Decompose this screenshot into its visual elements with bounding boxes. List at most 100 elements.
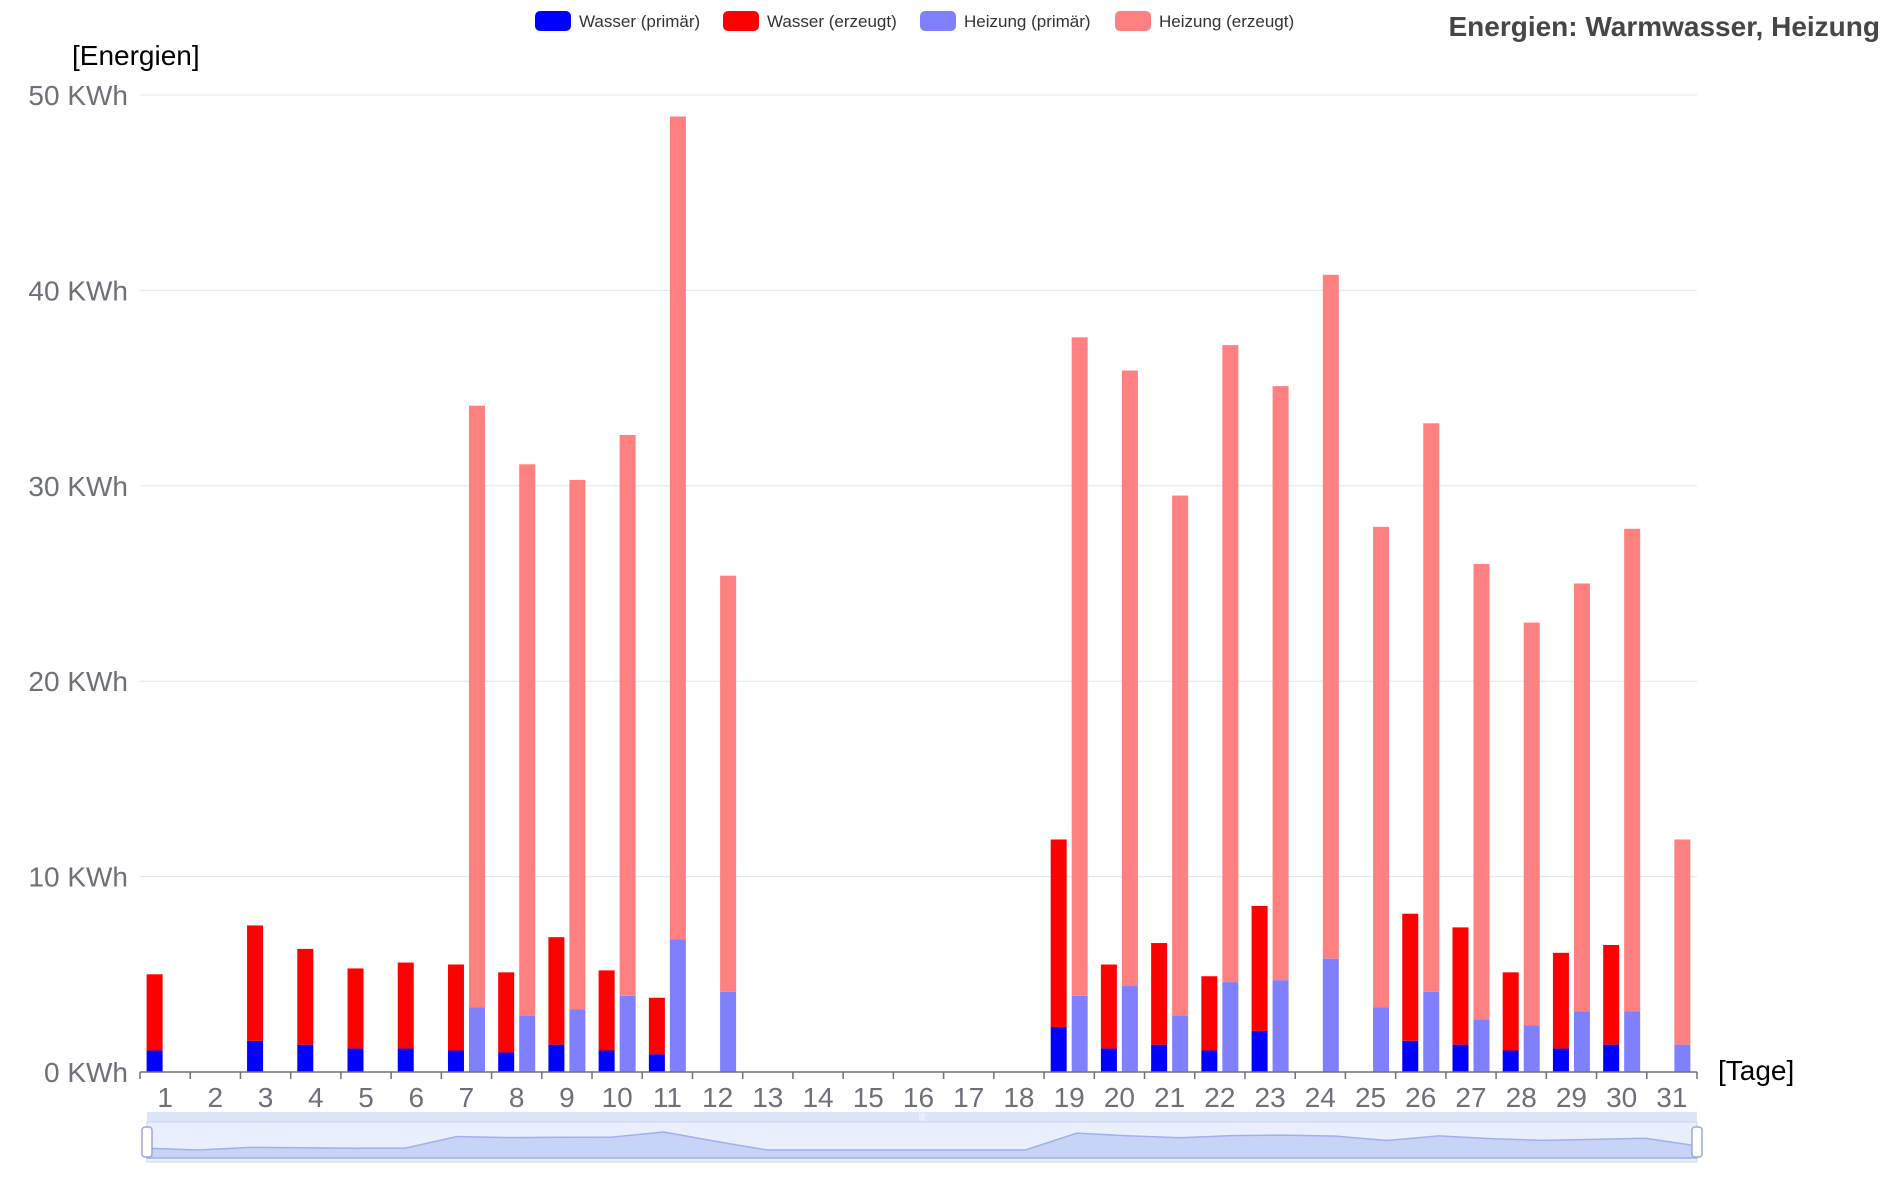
bar-segment[interactable] [1100,1048,1117,1072]
bar-segment[interactable] [1674,839,1691,1045]
bar-segment[interactable] [297,948,314,1045]
bar-segment[interactable] [1452,1044,1469,1072]
legend-item[interactable]: Heizung (erzeugt) [1159,12,1294,31]
bar-segment[interactable] [1423,423,1440,992]
bar-segment[interactable] [569,479,586,1010]
bar-segment[interactable] [1552,1048,1569,1072]
zoom-slider-right-handle[interactable] [1691,1126,1703,1158]
x-tick-label: 25 [1355,1082,1386,1113]
bar-segment[interactable] [447,1050,464,1072]
bar-segment[interactable] [1121,370,1138,987]
x-tick-label: 20 [1104,1082,1135,1113]
bar-segment[interactable] [1100,964,1117,1049]
bar-segment[interactable] [1573,1011,1590,1072]
legend-item[interactable]: Wasser (erzeugt) [767,12,897,31]
bar-segment[interactable] [669,939,686,1072]
bar-segment[interactable] [146,1050,163,1072]
bar-segment[interactable] [1452,927,1469,1045]
bar-segment[interactable] [1552,952,1569,1049]
legend-swatch[interactable] [723,11,759,31]
bar-segment[interactable] [669,116,686,940]
bar-segment[interactable] [1272,386,1289,981]
bar-segment[interactable] [598,970,615,1051]
legend-item[interactable]: Heizung (primär) [964,12,1091,31]
bar-segment[interactable] [598,1050,615,1072]
bar-segment[interactable] [619,995,636,1072]
bar-segment[interactable] [1674,1044,1691,1072]
bar-segment[interactable] [1402,913,1419,1041]
bar-segment[interactable] [397,1048,414,1072]
bar-segment[interactable] [347,968,364,1049]
bar-segment[interactable] [648,1054,665,1072]
bar-segment[interactable] [1050,839,1067,1028]
x-tick-label: 18 [1003,1082,1034,1113]
bar-segment[interactable] [569,1009,586,1072]
bar-segment[interactable] [498,1052,515,1072]
zoom-slider[interactable]: ||| [141,1112,1703,1163]
bar-segment[interactable] [1121,986,1138,1072]
legend-swatch[interactable] [535,11,571,31]
zoom-slider-preview [146,1131,1698,1159]
bar-segment[interactable] [247,1040,264,1072]
zoom-slider-left-handle[interactable] [141,1126,153,1158]
bar-segment[interactable] [1172,495,1189,1016]
bar-segment[interactable] [1402,1040,1419,1072]
bar-segment[interactable] [1624,1011,1641,1072]
bar-segment[interactable] [1201,1050,1218,1072]
bar-segment[interactable] [1322,958,1339,1072]
bar-segment[interactable] [619,434,636,996]
bar-segment[interactable] [1373,526,1390,1008]
legend: Wasser (primär) Wasser (erzeugt) Heizung (… [535,11,1294,31]
bar-segment[interactable] [548,1044,565,1072]
x-tick-label: 8 [509,1082,525,1113]
bar-segment[interactable] [1473,563,1490,1020]
bar-segment[interactable] [468,405,485,1008]
bar-segment[interactable] [1222,982,1239,1072]
bar-segment[interactable] [468,1007,485,1072]
bar-segment[interactable] [1523,1025,1540,1072]
bar-segment[interactable] [1071,337,1088,996]
legend-swatch[interactable] [1115,11,1151,31]
bar-segment[interactable] [347,1048,364,1072]
bar-segment[interactable] [1573,583,1590,1012]
bar-segment[interactable] [1071,995,1088,1072]
bar-segment[interactable] [1172,1015,1189,1072]
bar-segment[interactable] [1423,991,1440,1072]
bar-segment[interactable] [1201,976,1218,1051]
y-axis-label: [Energien] [72,40,200,71]
bar-segment[interactable] [447,964,464,1051]
bar-segment[interactable] [247,925,264,1041]
bar-segment[interactable] [1624,528,1641,1012]
bar-segment[interactable] [519,1015,536,1072]
zoom-slider-top-bar[interactable] [147,1112,1697,1122]
bar-segment[interactable] [720,991,737,1072]
bar-segment[interactable] [498,972,515,1053]
bar-segment[interactable] [519,464,536,1016]
bar-segment[interactable] [1473,1019,1490,1072]
bar-segment[interactable] [548,937,565,1045]
bar-segment[interactable] [1222,345,1239,983]
bar-segment[interactable] [1151,943,1168,1045]
bar-segment[interactable] [1272,980,1289,1072]
bar-segment[interactable] [1502,1050,1519,1072]
bar-segment[interactable] [720,575,737,992]
zoom-slider-grip-icon[interactable]: ||| [919,1112,925,1121]
bar-segment[interactable] [1603,944,1620,1045]
bar-segment[interactable] [1151,1044,1168,1072]
bar-segment[interactable] [1603,1044,1620,1072]
bar-segment[interactable] [1322,274,1339,959]
bar-segment[interactable] [146,974,163,1051]
bar-segment[interactable] [1251,1030,1268,1072]
bar-segment[interactable] [1050,1027,1067,1072]
bar-segment[interactable] [1373,1007,1390,1072]
bar-segment[interactable] [648,997,665,1055]
legend-swatch[interactable] [920,11,956,31]
bar-segment[interactable] [1251,905,1268,1031]
bar-segment[interactable] [1523,622,1540,1026]
x-tick-label: 10 [602,1082,633,1113]
bar-segment[interactable] [297,1044,314,1072]
legend-item[interactable]: Wasser (primär) [579,12,700,31]
x-tick-label: 11 [653,1082,682,1113]
bar-segment[interactable] [397,962,414,1049]
bar-segment[interactable] [1502,972,1519,1051]
